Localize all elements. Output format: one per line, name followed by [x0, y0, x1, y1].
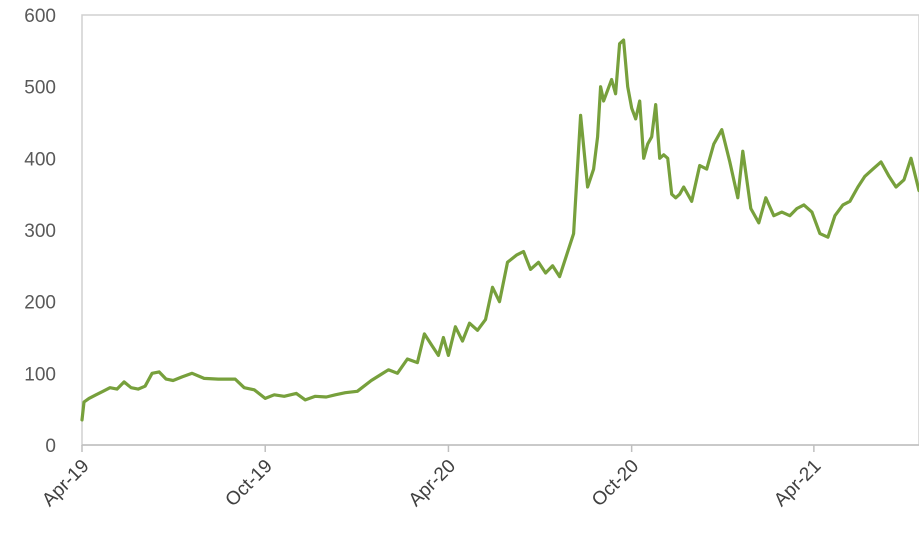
y-tick-label: 400	[24, 149, 56, 170]
x-tick-label: Oct-19	[222, 456, 277, 511]
y-tick-label: 600	[24, 6, 56, 27]
plot-frame	[81, 14, 919, 446]
y-tick-label: 100	[24, 364, 56, 385]
x-tick-label: Apr-20	[405, 456, 460, 511]
series-line	[80, 38, 919, 422]
y-tick-label: 0	[45, 436, 56, 457]
y-tick-label: 500	[24, 78, 56, 99]
x-tick-label: Oct-20	[588, 456, 643, 511]
x-axis-ticks: Apr-19 Oct-19 Apr-20 Oct-20 Apr-21	[38, 445, 825, 511]
x-tick-label: Apr-19	[38, 456, 93, 511]
y-tick-label: 300	[24, 221, 56, 242]
x-tick-label: Apr-21	[770, 456, 825, 511]
y-tick-label: 200	[24, 293, 56, 314]
y-axis-ticks: 0 100 200 300 400 500 600	[24, 6, 56, 457]
